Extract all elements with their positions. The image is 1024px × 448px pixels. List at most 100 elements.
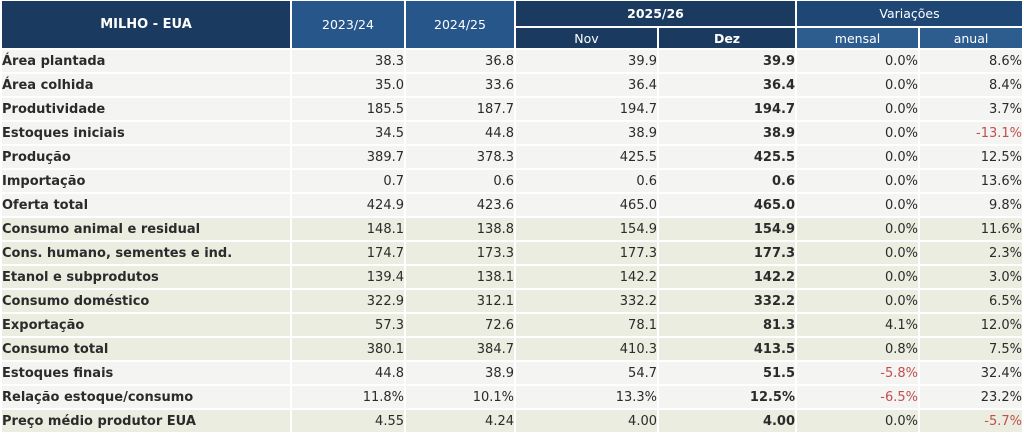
value-2024-25: 138.8 bbox=[406, 218, 514, 240]
row-label: Consumo animal e residual bbox=[2, 218, 290, 240]
value-2023-24: 44.8 bbox=[292, 362, 404, 384]
value-2024-25: 138.1 bbox=[406, 266, 514, 288]
value-var-mensal: 0.0% bbox=[797, 218, 919, 240]
value-2023-24: 185.5 bbox=[292, 98, 404, 120]
table-row: Estoques iniciais 34.5 44.8 38.9 38.9 0.… bbox=[2, 122, 1023, 144]
table-row: Cons. humano, sementes e ind. 174.7 173.… bbox=[2, 242, 1023, 264]
value-var-anual: 32.4% bbox=[920, 362, 1023, 384]
value-nov: 54.7 bbox=[516, 362, 657, 384]
column-header-dez: Dez bbox=[659, 28, 796, 48]
value-var-anual: 3.0% bbox=[920, 266, 1023, 288]
value-nov: 154.9 bbox=[516, 218, 657, 240]
value-dez: 39.9 bbox=[659, 50, 796, 72]
value-nov: 425.5 bbox=[516, 146, 657, 168]
value-dez: 142.2 bbox=[659, 266, 796, 288]
value-var-mensal: -6.5% bbox=[797, 386, 919, 408]
value-2023-24: 11.8% bbox=[292, 386, 404, 408]
value-dez: 194.7 bbox=[659, 98, 796, 120]
value-var-anual: 11.6% bbox=[920, 218, 1023, 240]
value-2024-25: 44.8 bbox=[406, 122, 514, 144]
table-row: Relação estoque/consumo 11.8% 10.1% 13.3… bbox=[2, 386, 1023, 408]
row-label: Importação bbox=[2, 170, 290, 192]
value-2023-24: 148.1 bbox=[292, 218, 404, 240]
value-var-mensal: 0.0% bbox=[797, 290, 919, 312]
column-header-nov: Nov bbox=[516, 28, 657, 48]
value-2024-25: 378.3 bbox=[406, 146, 514, 168]
value-dez: 51.5 bbox=[659, 362, 796, 384]
value-2023-24: 34.5 bbox=[292, 122, 404, 144]
row-label: Produção bbox=[2, 146, 290, 168]
corn-usa-balance-table: MILHO - EUA 2023/24 2024/25 2025/26 Vari… bbox=[2, 1, 1023, 432]
value-var-mensal: 4.1% bbox=[797, 314, 919, 336]
value-var-mensal: 0.0% bbox=[797, 74, 919, 96]
value-2024-25: 187.7 bbox=[406, 98, 514, 120]
value-var-anual: -13.1% bbox=[920, 122, 1023, 144]
value-nov: 410.3 bbox=[516, 338, 657, 360]
value-nov: 194.7 bbox=[516, 98, 657, 120]
value-dez: 332.2 bbox=[659, 290, 796, 312]
value-var-mensal: 0.0% bbox=[797, 122, 919, 144]
value-2024-25: 384.7 bbox=[406, 338, 514, 360]
table-row: Importação 0.7 0.6 0.6 0.6 0.0% 13.6% bbox=[2, 170, 1023, 192]
column-header-2024-25: 2024/25 bbox=[406, 1, 514, 48]
row-label: Exportação bbox=[2, 314, 290, 336]
row-label: Cons. humano, sementes e ind. bbox=[2, 242, 290, 264]
column-group-2025-26: 2025/26 bbox=[516, 1, 796, 26]
value-var-mensal: -5.8% bbox=[797, 362, 919, 384]
column-header-2023-24: 2023/24 bbox=[292, 1, 404, 48]
table-title: MILHO - EUA bbox=[2, 1, 290, 48]
row-label: Área colhida bbox=[2, 74, 290, 96]
value-2023-24: 380.1 bbox=[292, 338, 404, 360]
value-dez: 0.6 bbox=[659, 170, 796, 192]
value-2023-24: 4.55 bbox=[292, 410, 404, 432]
value-dez: 465.0 bbox=[659, 194, 796, 216]
value-var-mensal: 0.0% bbox=[797, 50, 919, 72]
row-label: Produtividade bbox=[2, 98, 290, 120]
value-var-anual: 2.3% bbox=[920, 242, 1023, 264]
value-2023-24: 57.3 bbox=[292, 314, 404, 336]
value-var-mensal: 0.0% bbox=[797, 266, 919, 288]
value-var-anual: -5.7% bbox=[920, 410, 1023, 432]
value-nov: 39.9 bbox=[516, 50, 657, 72]
value-var-anual: 13.6% bbox=[920, 170, 1023, 192]
row-label: Oferta total bbox=[2, 194, 290, 216]
table-row: Etanol e subprodutos 139.4 138.1 142.2 1… bbox=[2, 266, 1023, 288]
value-var-mensal: 0.0% bbox=[797, 410, 919, 432]
table-row: Consumo doméstico 322.9 312.1 332.2 332.… bbox=[2, 290, 1023, 312]
table-row: Área plantada 38.3 36.8 39.9 39.9 0.0% 8… bbox=[2, 50, 1023, 72]
value-nov: 0.6 bbox=[516, 170, 657, 192]
value-2023-24: 424.9 bbox=[292, 194, 404, 216]
value-dez: 177.3 bbox=[659, 242, 796, 264]
value-2023-24: 139.4 bbox=[292, 266, 404, 288]
row-label: Etanol e subprodutos bbox=[2, 266, 290, 288]
value-var-mensal: 0.0% bbox=[797, 170, 919, 192]
table-row: Oferta total 424.9 423.6 465.0 465.0 0.0… bbox=[2, 194, 1023, 216]
value-2024-25: 72.6 bbox=[406, 314, 514, 336]
value-2023-24: 174.7 bbox=[292, 242, 404, 264]
value-var-anual: 3.7% bbox=[920, 98, 1023, 120]
value-dez: 81.3 bbox=[659, 314, 796, 336]
column-header-mensal: mensal bbox=[797, 28, 919, 48]
value-nov: 13.3% bbox=[516, 386, 657, 408]
value-var-anual: 12.5% bbox=[920, 146, 1023, 168]
value-var-mensal: 0.0% bbox=[797, 194, 919, 216]
value-2023-24: 322.9 bbox=[292, 290, 404, 312]
value-2024-25: 0.6 bbox=[406, 170, 514, 192]
value-var-anual: 7.5% bbox=[920, 338, 1023, 360]
value-dez: 12.5% bbox=[659, 386, 796, 408]
value-var-mensal: 0.0% bbox=[797, 98, 919, 120]
value-nov: 142.2 bbox=[516, 266, 657, 288]
row-label: Consumo doméstico bbox=[2, 290, 290, 312]
value-var-mensal: 0.0% bbox=[797, 242, 919, 264]
table-row: Exportação 57.3 72.6 78.1 81.3 4.1% 12.0… bbox=[2, 314, 1023, 336]
value-2024-25: 4.24 bbox=[406, 410, 514, 432]
value-var-anual: 8.6% bbox=[920, 50, 1023, 72]
value-dez: 4.00 bbox=[659, 410, 796, 432]
value-2023-24: 35.0 bbox=[292, 74, 404, 96]
value-dez: 425.5 bbox=[659, 146, 796, 168]
value-2023-24: 38.3 bbox=[292, 50, 404, 72]
value-var-anual: 6.5% bbox=[920, 290, 1023, 312]
table-row: Estoques finais 44.8 38.9 54.7 51.5 -5.8… bbox=[2, 362, 1023, 384]
value-nov: 78.1 bbox=[516, 314, 657, 336]
row-label: Estoques finais bbox=[2, 362, 290, 384]
